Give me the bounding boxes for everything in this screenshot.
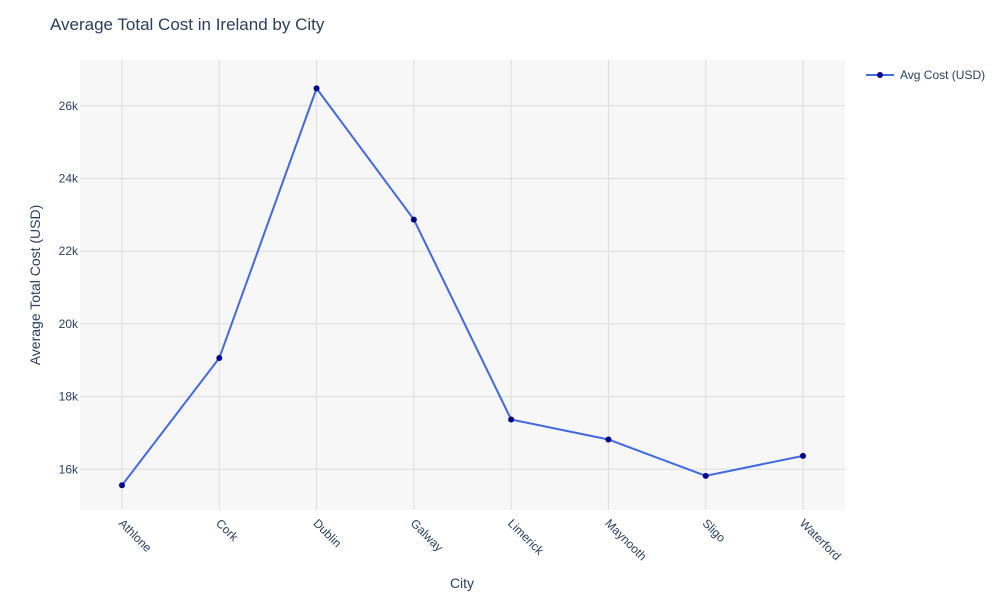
x-tick-label: Galway (408, 516, 446, 554)
y-tick-label: 18k (59, 390, 79, 404)
data-point[interactable] (119, 482, 125, 489)
x-tick-label: Dublin (310, 516, 344, 550)
x-tick-label: Sligo (700, 516, 729, 545)
data-point[interactable] (702, 472, 709, 479)
chart-title: Average Total Cost in Ireland by City (50, 15, 325, 34)
legend-marker-swatch (877, 72, 883, 78)
data-point[interactable] (508, 416, 515, 423)
y-axis-ticks: 16k 18k 20k 22k 24k 26k (59, 99, 79, 476)
x-tick-label: Limerick (505, 516, 547, 558)
marker-layer (119, 85, 806, 489)
plot-background (80, 60, 845, 510)
legend-label: Avg Cost (USD) (900, 68, 985, 82)
x-tick-label: Athlone (116, 516, 155, 555)
x-tick-label: Maynooth (602, 516, 649, 563)
y-tick-label: 24k (59, 171, 79, 185)
data-point[interactable] (216, 355, 223, 362)
data-point[interactable] (800, 452, 806, 459)
data-point[interactable] (410, 216, 417, 223)
y-tick-label: 22k (59, 244, 79, 258)
x-tick-label: Waterford (797, 516, 844, 563)
series-line (121, 86, 804, 486)
series-layer (121, 86, 804, 486)
data-point[interactable] (605, 436, 612, 443)
grid-lines (80, 60, 845, 510)
y-tick-label: 20k (59, 317, 79, 331)
x-tick-label: Cork (213, 516, 242, 545)
y-axis-title: Average Total Cost (USD) (27, 205, 43, 366)
y-tick-label: 26k (59, 99, 79, 113)
y-tick-label: 16k (59, 462, 79, 476)
data-point[interactable] (313, 85, 320, 92)
x-axis-ticks: Athlone Cork Dublin Galway Limerick Maynooth S… (116, 516, 844, 563)
legend[interactable]: Avg Cost (USD) (866, 68, 985, 82)
x-axis-title: City (450, 575, 474, 591)
